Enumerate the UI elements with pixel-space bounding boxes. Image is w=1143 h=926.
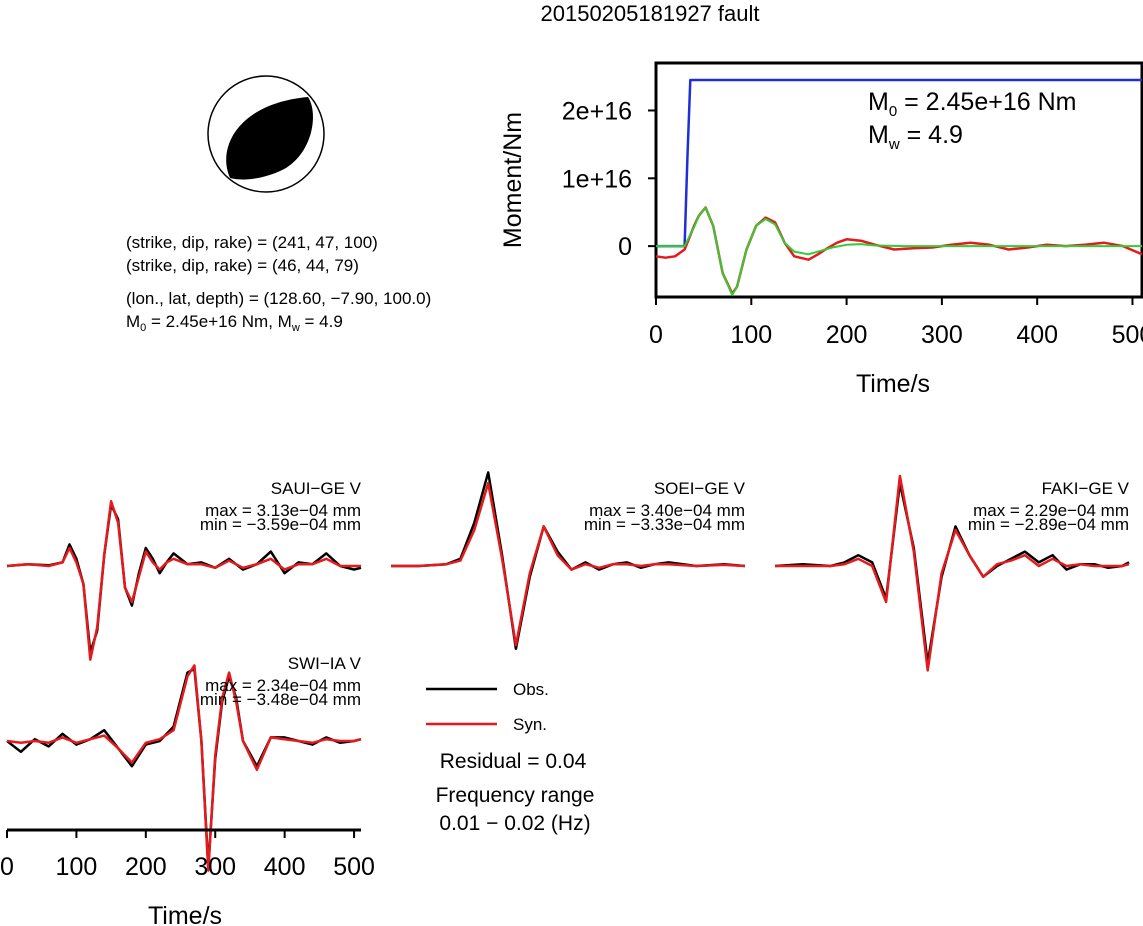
moment-x-tick-label: 300 — [921, 321, 963, 349]
station-max: max = 2.34e−04 mm — [205, 676, 361, 695]
moment-magnitude-summary: M0 = 2.45e+16 Nm, Mw = 4.9 — [126, 312, 343, 334]
synthetic-trace — [6, 664, 362, 872]
waveform-x-tick-label: 300 — [194, 853, 236, 881]
moment-x-tick-label: 0 — [649, 321, 663, 349]
moment-y-tick-label: 0 — [618, 233, 632, 261]
station-max: max = 3.13e−04 mm — [205, 501, 361, 520]
moment-m0-annotation: M0 = 2.45e+16 Nm — [868, 88, 1076, 120]
station-name: FAKI−GE V — [1042, 479, 1130, 498]
synthetic-trace — [391, 481, 746, 647]
moment-y-tick-label: 2e+16 — [562, 97, 632, 125]
station-max: max = 3.40e−04 mm — [589, 501, 745, 520]
frequency-range-value: 0.01 − 0.02 (Hz) — [439, 812, 590, 835]
moment-mw-annotation: Mw = 4.9 — [868, 121, 963, 153]
synthetic-trace — [6, 499, 361, 661]
moment-x-tick-label: 400 — [1016, 321, 1058, 349]
waveform-legend: Obs. Syn. Residual = 0.04 Frequency rang… — [426, 680, 594, 835]
frequency-range-title: Frequency range — [436, 784, 595, 807]
observed-trace — [391, 471, 746, 651]
station-min: min = −3.48e−04 mm — [200, 690, 361, 709]
location-depth: (lon., lat, depth) = (128.60, −7.90, 100… — [126, 289, 431, 308]
moment-synthetic-line — [656, 206, 1142, 296]
moment-x-tick-label: 200 — [826, 321, 868, 349]
station-name: SOEI−GE V — [654, 479, 746, 498]
station-min: min = −2.89e−04 mm — [968, 515, 1129, 534]
moment-y-tick-label: 1e+16 — [562, 165, 632, 193]
legend-obs-label: Obs. — [513, 680, 549, 699]
moment-y-axis-label: Moment/Nm — [499, 112, 527, 248]
mechanism-text: (strike, dip, rake) = (241, 47, 100) (st… — [126, 233, 431, 334]
waveform-x-tick-label: 0 — [0, 853, 14, 881]
moment-series — [655, 78, 1143, 296]
focal-mechanism-beachball — [207, 75, 325, 193]
synthetic-trace — [775, 474, 1130, 672]
figure-title: 20150205181927 fault — [541, 1, 760, 26]
station-min: min = −3.59e−04 mm — [200, 515, 361, 534]
moment-x-axis-label: Time/s — [856, 370, 930, 398]
station-name: SAUI−GE V — [271, 479, 362, 498]
waveform-time-axis: 0 100 200 300 400 500 — [0, 828, 375, 881]
waveform-x-tick-label: 500 — [333, 853, 375, 881]
moment-observed-line — [655, 206, 1143, 295]
waveform-x-tick-label: 400 — [264, 853, 306, 881]
moment-rate-chart: 0 1e+16 2e+16 0 100 200 300 400 500 M0 = 2.45e+… — [499, 61, 1143, 398]
waveform-x-axis-label: Time/s — [148, 902, 222, 926]
moment-plot-frame — [654, 61, 1143, 299]
beachball-compression-quadrant — [226, 97, 313, 180]
station-min: min = −3.33e−04 mm — [584, 515, 745, 534]
station-max: max = 2.29e−04 mm — [973, 501, 1129, 520]
residual-text: Residual = 0.04 — [440, 750, 587, 773]
waveform-x-tick-label: 200 — [125, 853, 167, 881]
moment-y-axis: 0 1e+16 2e+16 — [562, 97, 656, 261]
station-name: SWI−IA V — [288, 654, 362, 673]
moment-x-tick-label: 100 — [730, 321, 772, 349]
moment-x-axis: 0 100 200 300 400 500 — [649, 297, 1143, 349]
nodal-plane-1: (strike, dip, rake) = (241, 47, 100) — [126, 233, 378, 252]
nodal-plane-2: (strike, dip, rake) = (46, 44, 79) — [126, 256, 359, 275]
legend-syn-label: Syn. — [513, 715, 547, 734]
waveform-x-tick-label: 100 — [56, 853, 98, 881]
moment-x-tick-label: 500 — [1112, 321, 1143, 349]
